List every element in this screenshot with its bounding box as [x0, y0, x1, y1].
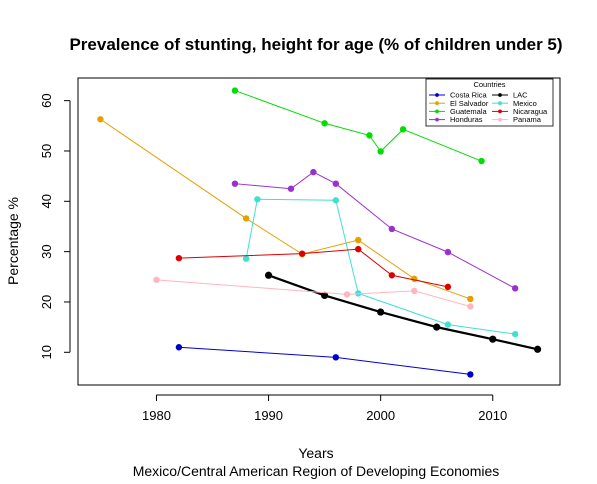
- data-point-honduras: [310, 168, 317, 176]
- data-point-nicaragua: [444, 283, 452, 291]
- x-tick-label: 1990: [254, 408, 283, 423]
- y-axis: 10 20 30 40 50 60: [39, 93, 71, 360]
- legend-marker-panama: [498, 117, 502, 122]
- y-tick-label: 20: [39, 295, 54, 309]
- legend-label-costa-rica: Costa Rica: [450, 91, 488, 100]
- data-point-guatemala: [478, 157, 485, 165]
- data-point-costa-rica: [332, 354, 340, 361]
- data-point-lac: [433, 323, 441, 331]
- y-tick-label: 50: [39, 144, 54, 158]
- data-point-costa-rica: [467, 371, 474, 378]
- legend-title: Countries: [473, 80, 505, 89]
- data-point-nicaragua: [388, 272, 396, 279]
- data-point-costa-rica: [175, 344, 183, 351]
- legend-label-nicaragua: Nicaragua: [513, 107, 548, 116]
- legend-marker-nicaragua: [498, 109, 502, 114]
- data-point-lac: [321, 291, 329, 300]
- data-point-guatemala: [321, 120, 328, 127]
- data-point-guatemala: [399, 126, 407, 133]
- y-tick-label: 10: [39, 345, 54, 359]
- series-line-guatemala: [234, 90, 482, 162]
- data-point-nicaragua: [175, 254, 183, 262]
- legend-label-el-salvador: El Salvador: [450, 99, 489, 108]
- data-point-lac: [377, 308, 385, 316]
- data-point-nicaragua: [355, 245, 362, 253]
- data-point-mexico: [511, 330, 519, 338]
- data-point-panama: [467, 303, 474, 310]
- legend-label-lac: LAC: [513, 91, 528, 100]
- data-point-honduras: [287, 185, 295, 192]
- data-point-el-salvador: [411, 275, 418, 283]
- x-tick-label: 2010: [478, 408, 507, 423]
- chart-subtitle: Mexico/Central American Region of Develo…: [133, 463, 500, 479]
- data-point-nicaragua: [298, 250, 306, 257]
- data-point-panama: [153, 276, 160, 284]
- legend-marker-honduras: [435, 117, 439, 122]
- y-tick-label: 30: [39, 244, 54, 258]
- x-tick-label: 2000: [366, 408, 395, 423]
- x-axis-label: Years: [298, 445, 333, 461]
- data-point-lac: [264, 271, 273, 279]
- data-point-honduras: [388, 225, 396, 233]
- data-point-lac: [533, 345, 542, 353]
- data-point-el-salvador: [355, 236, 362, 244]
- chart-title: Prevalence of stunting, height for age (…: [69, 35, 562, 54]
- legend-label-panama: Panama: [513, 115, 542, 124]
- data-point-honduras: [444, 248, 452, 256]
- x-axis: 1980 1990 2000 2010: [142, 394, 507, 423]
- legend-marker-guatemala: [435, 109, 439, 114]
- data-point-panama: [411, 287, 418, 295]
- data-point-mexico: [332, 197, 340, 204]
- legend-label-guatemala: Guatemala: [450, 107, 488, 116]
- data-point-el-salvador: [242, 215, 250, 222]
- x-tick-label: 1980: [142, 408, 171, 423]
- data-point-mexico: [444, 321, 452, 328]
- data-point-honduras: [231, 180, 239, 187]
- y-axis-label: Percentage %: [5, 197, 21, 285]
- legend-marker-mexico: [498, 101, 502, 106]
- plot-frame: [77, 77, 561, 386]
- legend-label-mexico: Mexico: [513, 99, 537, 108]
- data-point-honduras: [511, 285, 519, 292]
- data-point-mexico: [254, 196, 261, 203]
- legend-marker-costa-rica: [435, 93, 439, 97]
- y-tick-label: 40: [39, 194, 54, 208]
- y-tick-label: 60: [39, 93, 54, 107]
- data-point-guatemala: [231, 87, 239, 94]
- series-line-mexico: [245, 198, 516, 335]
- data-point-panama: [343, 291, 351, 298]
- data-point-lac: [489, 335, 497, 343]
- data-point-el-salvador: [97, 116, 104, 123]
- legend-label-honduras: Honduras: [450, 115, 483, 124]
- legend-marker-el-salvador: [435, 101, 439, 106]
- data-point-mexico: [242, 255, 250, 262]
- legend-box: [425, 78, 554, 127]
- data-point-honduras: [332, 180, 340, 187]
- legend-marker-lac: [498, 93, 502, 97]
- series-layer: [97, 87, 542, 378]
- data-point-el-salvador: [467, 295, 474, 303]
- series-line-panama: [156, 279, 471, 307]
- data-point-guatemala: [377, 148, 384, 155]
- data-point-guatemala: [366, 132, 373, 139]
